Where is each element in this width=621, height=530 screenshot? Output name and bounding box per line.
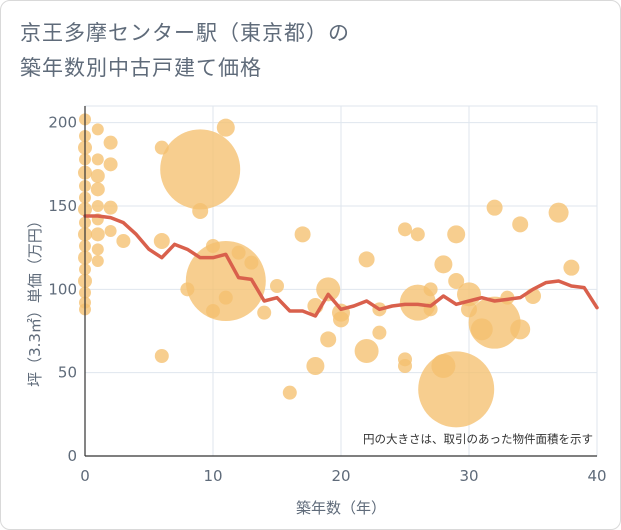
bubble <box>91 200 104 212</box>
bubble <box>333 311 349 328</box>
y-tick-label: 150 <box>48 197 77 215</box>
bubble <box>103 157 118 172</box>
bubble <box>563 259 580 276</box>
bubble <box>244 255 259 270</box>
bubble <box>218 290 233 305</box>
bubble <box>90 169 105 183</box>
bubbles <box>78 113 580 428</box>
bubble <box>282 385 297 400</box>
bubble <box>316 277 341 302</box>
chart-title: 京王多摩センター駅（東京都）の 築年数別中古戸建て価格 <box>20 16 350 86</box>
y-tick-label: 200 <box>48 114 77 132</box>
bubble <box>358 251 375 268</box>
bubble <box>468 296 521 349</box>
y-tick-label: 0 <box>67 447 77 465</box>
bubble <box>423 282 438 297</box>
bubble <box>116 234 131 248</box>
y-axis-label: 坪（3.3㎡）単価（万円） <box>26 213 44 387</box>
bubble <box>104 225 117 237</box>
x-tick-label: 40 <box>587 467 606 485</box>
bubble <box>372 325 387 340</box>
grid <box>84 105 598 457</box>
bubble <box>91 153 104 166</box>
bubble <box>160 129 241 210</box>
bubble <box>216 118 235 137</box>
bubble <box>447 225 466 244</box>
bubble <box>418 351 495 428</box>
bubble <box>270 279 284 293</box>
bubble <box>410 227 425 242</box>
chart-title-line1: 京王多摩センター駅（東京都）の <box>20 21 350 45</box>
bubble <box>306 357 325 375</box>
chart-title-line2: 築年数別中古戸建て価格 <box>20 56 262 80</box>
bubble <box>103 135 118 150</box>
ticks: 0 10 20 30 40 0 50 100 150 200 <box>48 114 606 485</box>
bubble <box>91 123 104 136</box>
x-axis-label: 築年数（年） <box>296 499 386 517</box>
y-tick-label: 50 <box>58 364 77 382</box>
trend-line <box>83 214 599 318</box>
bubble <box>320 331 337 348</box>
y-tick-label: 100 <box>48 280 77 298</box>
bubble <box>448 273 465 289</box>
bubble <box>294 226 311 243</box>
x-tick-label: 0 <box>80 467 90 485</box>
bubble <box>398 222 412 237</box>
bubble <box>398 359 412 373</box>
bubble <box>103 200 118 215</box>
bubble <box>354 339 379 363</box>
trend <box>83 214 599 318</box>
bubble <box>91 243 104 256</box>
bubble <box>510 319 531 340</box>
bubble <box>231 245 246 260</box>
bubble <box>257 305 272 320</box>
bubble <box>548 202 569 223</box>
axes <box>84 106 597 457</box>
x-tick-label: 30 <box>459 467 478 485</box>
bubble <box>192 203 209 219</box>
bubble <box>486 199 503 216</box>
bubble <box>90 227 105 242</box>
bubble <box>154 349 169 363</box>
bubble <box>512 216 529 233</box>
bubble <box>153 233 170 249</box>
bubble <box>434 255 453 274</box>
bubble <box>91 255 104 267</box>
bubble <box>90 182 105 197</box>
x-tick-label: 20 <box>331 467 350 485</box>
x-tick-label: 10 <box>203 467 222 485</box>
size-note: 円の大きさは、取引のあった物件面積を示す <box>363 432 593 446</box>
